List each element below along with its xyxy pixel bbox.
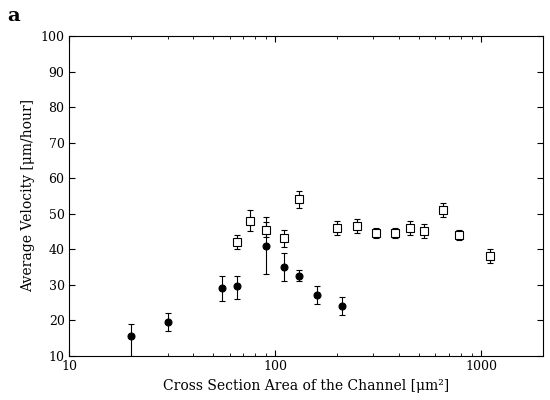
X-axis label: Cross Section Area of the Channel [μm²]: Cross Section Area of the Channel [μm²] [163,379,449,393]
Text: a: a [7,7,20,25]
Y-axis label: Average Velocity [μm/hour]: Average Velocity [μm/hour] [21,99,35,292]
